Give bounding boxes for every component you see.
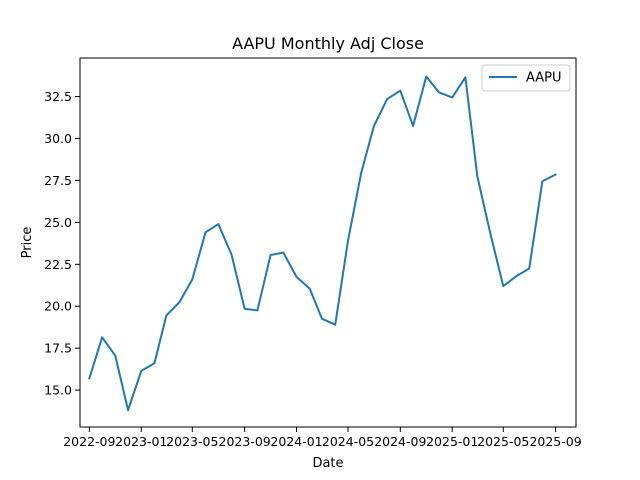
y-tick-label: 32.5: [44, 89, 72, 104]
y-axis-label: Price: [20, 227, 35, 259]
y-tick-label: 22.5: [44, 257, 72, 272]
y-tick-label: 30.0: [44, 131, 72, 146]
x-tick-label: 2025-09: [529, 434, 581, 449]
legend: AAPU: [481, 64, 571, 92]
legend-label-aapu: AAPU: [526, 71, 562, 86]
y-tick-label: 17.5: [44, 341, 72, 356]
y-tick-label: 20.0: [44, 299, 72, 314]
y-axis: 15.0 17.5 20.0 22.5 25.0 27.5 30.0 32.5: [44, 89, 80, 398]
y-tick-label: 15.0: [44, 383, 72, 398]
x-tick-label: 2024-05: [322, 434, 374, 449]
x-tick-label: 2025-05: [477, 434, 529, 449]
series-layer: [88, 75, 557, 412]
x-tick-label: 2022-09: [63, 434, 115, 449]
legend-box: [481, 64, 571, 92]
x-tick-label: 2023-01: [115, 434, 167, 449]
series-line-aapu: [88, 75, 557, 412]
x-tick-label: 2025-01: [426, 434, 478, 449]
y-tick-label: 25.0: [44, 215, 72, 230]
x-tick-label: 2024-09: [374, 434, 426, 449]
x-tick-label: 2023-09: [219, 434, 271, 449]
x-axis-label: Date: [312, 456, 343, 471]
x-tick-label: 2024-01: [270, 434, 322, 449]
plot-area-frame: [79, 57, 577, 428]
y-tick-label: 27.5: [44, 173, 72, 188]
x-tick-label: 2023-05: [166, 434, 218, 449]
chart-title: AAPU Monthly Adj Close: [232, 34, 424, 53]
